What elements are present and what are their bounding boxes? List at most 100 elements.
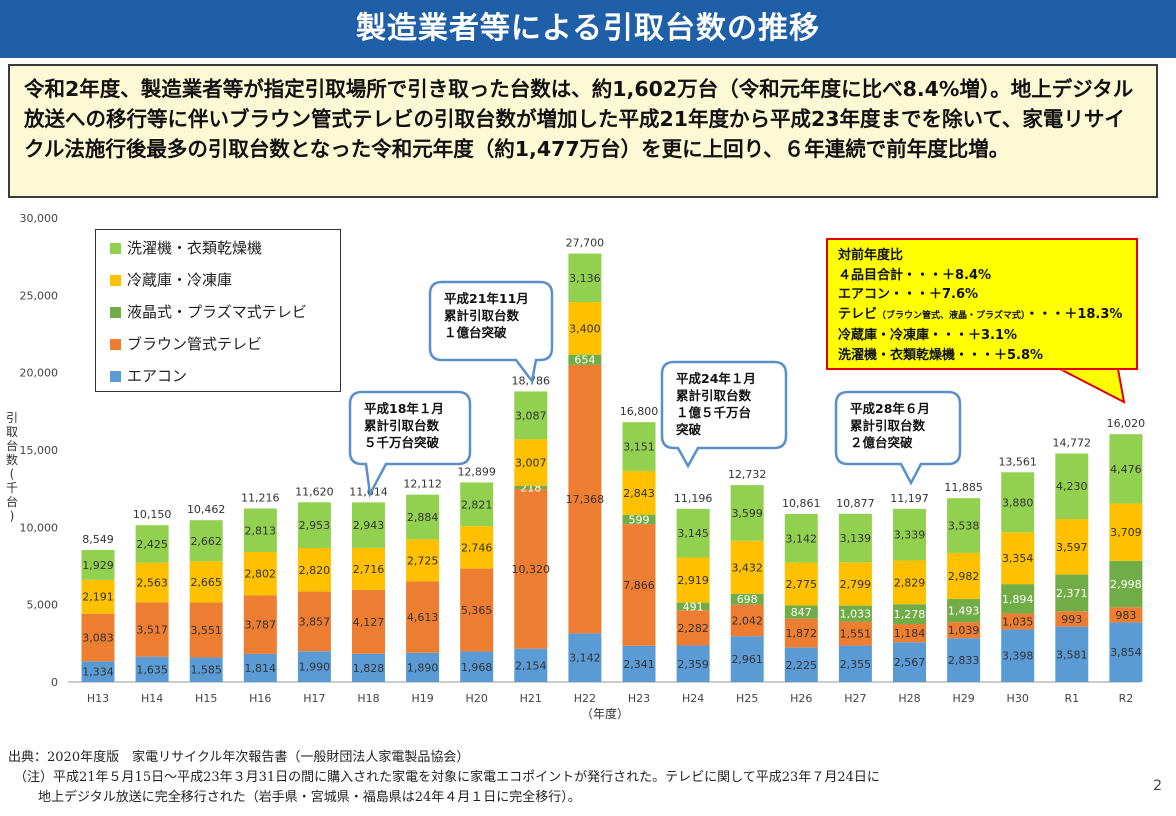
data-label: 2,154 xyxy=(515,659,547,672)
x-tick-label: H16 xyxy=(249,692,271,705)
data-label: 847 xyxy=(791,606,812,619)
bar-segment xyxy=(622,514,656,525)
bar-segment xyxy=(1109,503,1143,561)
bar-segment xyxy=(893,604,926,624)
data-label: 2,982 xyxy=(948,570,980,583)
y-tick-label: 20,000 xyxy=(20,367,59,380)
total-label: 27,700 xyxy=(566,237,605,250)
total-label: 14,772 xyxy=(1053,437,1092,450)
bar-segment xyxy=(514,391,548,440)
data-label: 993 xyxy=(1061,613,1082,626)
yoy-line: 洗濯機・衣類乾燥機・・・＋5.8% xyxy=(838,347,1044,363)
callout-text: 累計引取台数 xyxy=(850,418,926,433)
bar-segment xyxy=(730,485,764,541)
x-tick-label: H20 xyxy=(466,692,488,705)
total-label: 11,885 xyxy=(944,481,983,494)
bar-segment xyxy=(1001,629,1035,682)
data-label: 2,191 xyxy=(82,591,114,604)
data-label: 1,890 xyxy=(407,661,439,674)
data-label: 1,828 xyxy=(353,662,385,675)
data-label: 654 xyxy=(574,354,595,367)
data-label: 3,339 xyxy=(894,529,926,542)
bar-group-H13: 1,334 3,083 2,191 1,929 8,549 xyxy=(81,533,115,682)
x-tick-label: H28 xyxy=(898,692,920,705)
bar-segment xyxy=(135,602,169,657)
bar-segment xyxy=(243,508,277,553)
callout-shape xyxy=(834,390,962,486)
data-label: 1,039 xyxy=(948,624,980,637)
data-label: 2,042 xyxy=(731,614,763,627)
x-tick-label: H19 xyxy=(411,692,433,705)
data-label: 491 xyxy=(683,600,704,613)
bar-segment xyxy=(947,552,981,600)
data-label: 3,145 xyxy=(677,527,709,540)
bar-segment xyxy=(1001,584,1035,614)
yoy-line: ４品目合計・・・＋8.4% xyxy=(838,267,992,283)
x-tick-label: R2 xyxy=(1119,692,1134,705)
bar-group-H19: 1,890 4,613 2,725 2,884 12,112 xyxy=(403,478,442,682)
x-tick-label: H29 xyxy=(952,692,974,705)
data-label: 2,371 xyxy=(1056,587,1088,600)
bar-segment xyxy=(1001,613,1035,630)
data-label: 2,799 xyxy=(840,578,872,591)
data-label: 2,802 xyxy=(245,568,277,581)
data-label: 10,320 xyxy=(512,563,551,576)
data-label: 3,854 xyxy=(1110,646,1142,659)
bar-segment xyxy=(730,636,764,682)
bar-segment xyxy=(297,547,331,592)
legend-swatch xyxy=(110,243,121,254)
data-label: 3,139 xyxy=(840,532,872,545)
data-label: 2,341 xyxy=(623,658,655,671)
bar-group-H20: 1,968 5,365 2,746 2,821 12,899 xyxy=(457,465,496,682)
data-label: 3,142 xyxy=(786,532,818,545)
total-label: 10,861 xyxy=(782,497,821,510)
note-2: 地上デジタル放送に完全移行された（岩手県・宮城県・福島県は24年４月１日に完全移… xyxy=(38,790,581,805)
data-label: 3,551 xyxy=(190,624,222,637)
data-label: 1,493 xyxy=(948,605,980,618)
bar-segment xyxy=(352,653,385,682)
data-label: 2,746 xyxy=(461,541,493,554)
y-tick-label: 15,000 xyxy=(20,444,59,457)
data-label: 698 xyxy=(737,593,758,606)
bar-segment xyxy=(676,602,710,611)
legend-label: 洗濯機・衣類乾燥機 xyxy=(127,239,263,257)
bar-segment xyxy=(676,610,710,646)
bar-segment xyxy=(189,602,223,658)
data-label: 1,551 xyxy=(840,628,872,641)
data-label: 1,035 xyxy=(1002,615,1034,628)
total-label: 10,877 xyxy=(836,497,875,510)
total-label: 12,112 xyxy=(403,478,442,491)
legend-swatch xyxy=(110,339,121,350)
data-label: 3,398 xyxy=(1002,650,1034,663)
data-label: 1,990 xyxy=(299,661,331,674)
bar-segment xyxy=(352,547,385,590)
y-tick-label: 5,000 xyxy=(27,599,59,612)
callout-text: ５千万台突破 xyxy=(364,435,440,450)
footer: 出典：2020年度版 家電リサイクル年次報告書（一般財団法人家電製品協会） （注… xyxy=(8,748,1148,808)
callout-text: １億５千万台 xyxy=(676,405,751,420)
bar-segment xyxy=(81,579,115,614)
legend-swatch xyxy=(110,371,121,382)
data-label: 3,400 xyxy=(569,322,601,335)
total-label: 16,020 xyxy=(1107,417,1146,430)
data-label: 1,894 xyxy=(1002,593,1034,606)
bar-group-H14: 1,635 3,517 2,563 2,425 10,150 xyxy=(133,508,172,682)
bar-segment xyxy=(622,524,656,646)
bar-segment xyxy=(838,605,872,622)
bar-segment xyxy=(135,525,169,563)
data-label: 3,709 xyxy=(1110,526,1142,539)
summary-box: 令和2年度、製造業者等が指定引取場所で引き取った台数は、約1,602万台（令和元… xyxy=(8,64,1158,198)
data-label: 2,843 xyxy=(623,487,655,500)
bar-segment xyxy=(784,605,818,619)
bar-group-H23: 2,341 7,866 599 2,843 3,151 16,800 xyxy=(620,405,658,682)
x-tick-label: H22 xyxy=(574,692,596,705)
bar-segment xyxy=(243,595,277,654)
bar-segment xyxy=(81,613,115,662)
data-label: 1,872 xyxy=(786,627,818,640)
legend-item: ブラウン管式テレビ xyxy=(110,334,262,354)
page-number: 2 xyxy=(1153,778,1162,794)
total-label: 10,150 xyxy=(133,508,172,521)
